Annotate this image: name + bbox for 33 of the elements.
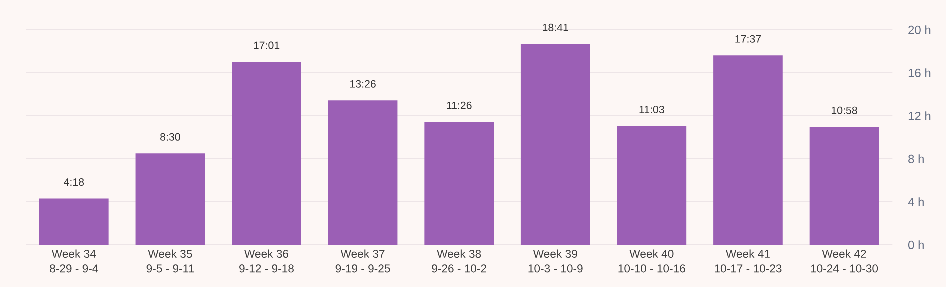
x-tick-label: Week 42 10-24 - 10-30 xyxy=(811,250,878,273)
data-label: 18:41 xyxy=(543,24,568,32)
bar xyxy=(136,154,206,245)
y-tick-label: 20 h xyxy=(908,26,931,34)
data-label: 8:30 xyxy=(160,133,180,141)
bar xyxy=(520,44,590,245)
bar xyxy=(424,122,494,245)
y-tick-label: 8 h xyxy=(908,154,924,164)
x-tick-label: Week 35 9-5 - 9-11 xyxy=(146,250,194,273)
data-label: 10:58 xyxy=(832,106,858,114)
data-label: 17:37 xyxy=(736,35,762,43)
bar xyxy=(617,126,687,245)
bar xyxy=(328,100,398,245)
data-label: 11:03 xyxy=(640,106,664,114)
y-tick-label: 16 h xyxy=(908,68,931,78)
data-label: 13:26 xyxy=(350,80,376,88)
x-tick-label: Week 40 10-10 - 10-16 xyxy=(618,250,686,273)
y-tick-label: 4 h xyxy=(908,198,924,206)
bar xyxy=(232,62,302,245)
x-tick-label: Week 38 9-26 - 10-2 xyxy=(432,250,486,273)
data-label: 11:26 xyxy=(447,102,472,110)
bar xyxy=(39,198,109,245)
x-tick-label: Week 36 9-12 - 9-18 xyxy=(240,250,294,273)
bar xyxy=(810,127,880,245)
y-tick-label: 12 h xyxy=(908,112,931,120)
data-label: 4:18 xyxy=(64,178,84,186)
y-tick-label: 0 h xyxy=(908,240,924,250)
x-tick-label: Week 39 10-3 - 10-9 xyxy=(528,250,583,273)
x-tick-label: Week 41 10-17 - 10-23 xyxy=(715,250,782,273)
data-label: 17:01 xyxy=(254,42,280,50)
bar xyxy=(714,56,783,245)
x-tick-label: Week 34 8-29 - 9-4 xyxy=(50,250,98,273)
x-tick-label: Week 37 9-19 - 9-25 xyxy=(336,250,390,273)
